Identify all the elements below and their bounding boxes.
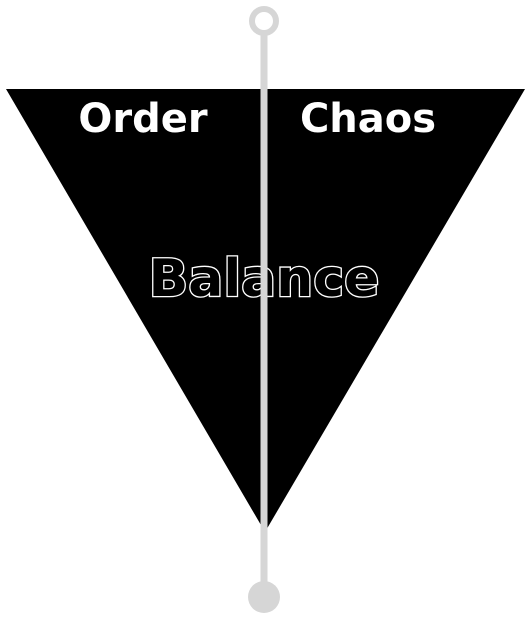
chaos-label: Chaos <box>300 96 436 142</box>
order-label: Order <box>78 96 207 142</box>
bottom-dot-marker <box>248 581 280 613</box>
top-ring-marker <box>249 6 279 36</box>
